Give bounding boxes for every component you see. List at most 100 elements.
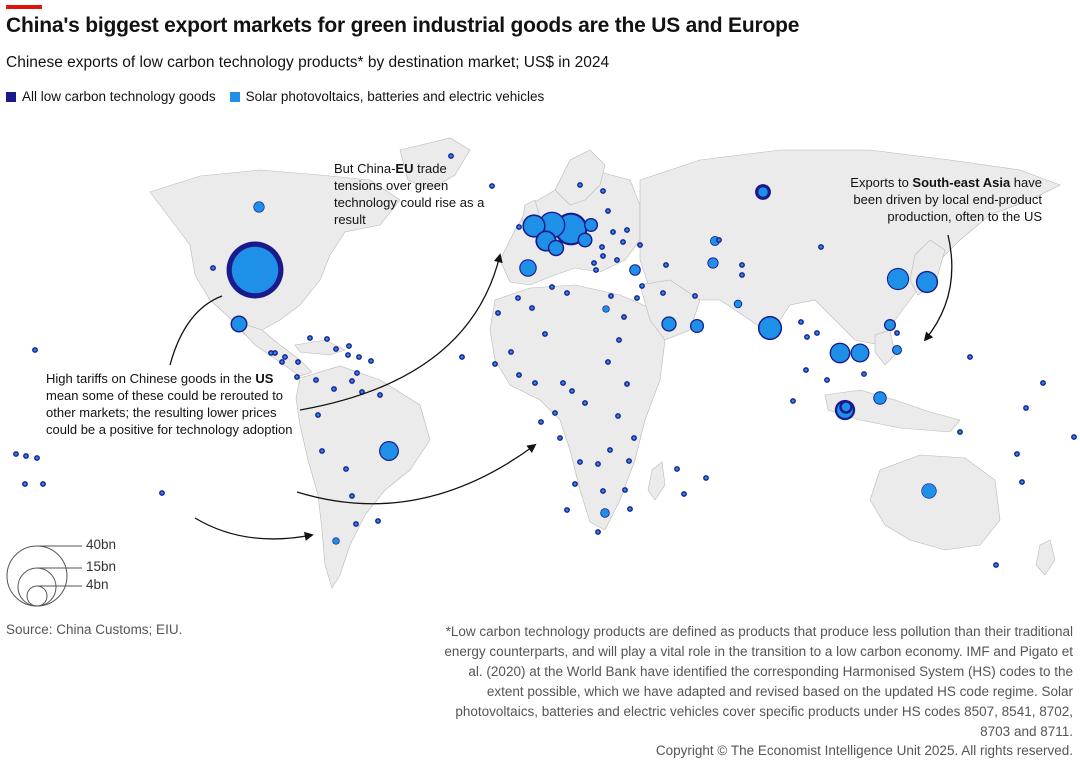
bubble-other-market [295, 359, 301, 365]
bubble-other-market [624, 381, 630, 387]
bubble-other-market [313, 377, 319, 383]
bubble-solar-ev-india [759, 317, 781, 339]
bubble-other-market [32, 347, 38, 353]
annotation-us-pre: High tariffs on Chinese goods in the [46, 371, 256, 386]
bubble-other-market [564, 507, 570, 513]
size-legend-label-40bn: 40bn [86, 537, 117, 552]
bubble-other-market [349, 493, 355, 499]
bubble-other-market [1014, 451, 1020, 457]
bubble-solar-ev-mexico [231, 316, 247, 332]
bubble-other-market [607, 447, 613, 453]
bubble-other-market [861, 371, 867, 377]
land-philippines [874, 329, 896, 366]
bubble-solar-ev-united-kingdom [523, 215, 545, 237]
bubble-other-market [23, 453, 29, 459]
bubble-solar-ev-poland [585, 219, 597, 231]
arrow-to-south-east-asia [923, 234, 953, 342]
bubble-other-market [13, 451, 19, 457]
land-scandinavia [554, 149, 606, 206]
land-madagascar [647, 461, 666, 501]
annotation-sea-bold: South-east Asia [912, 175, 1011, 190]
bubble-solar-ev-philippines [874, 392, 886, 404]
annotation-eu-post: trade tensions over green technology cou… [334, 161, 485, 227]
bubble-other-market [552, 410, 558, 416]
bubble-other-market [319, 448, 325, 454]
annotation-us-bold: US [255, 371, 274, 386]
bubble-other-market [354, 370, 360, 376]
size-legend-circle-15bn [17, 567, 57, 607]
bubble-solar-ev-canada [254, 202, 264, 212]
bubble-other-market [569, 388, 575, 394]
annotation-arrows [169, 234, 953, 541]
legend-label-all-goods: All low carbon technology goods [22, 89, 216, 104]
bubble-other-market [343, 466, 349, 472]
bubble-other-market [34, 455, 40, 461]
bubble-other-market [353, 521, 359, 527]
bubble-other-market [631, 435, 637, 441]
land-australia [869, 454, 1001, 551]
annotation-eu: But China-EU trade tensions over green t… [334, 160, 494, 228]
bubble-other-market [818, 244, 824, 250]
bubble-other-market [331, 386, 337, 392]
bubble-other-market [333, 346, 339, 352]
bubble-solar-ev-egypt [603, 306, 609, 312]
bubble-other-market [356, 354, 362, 360]
annotation-sea: Exports to South-east Asia have been dri… [834, 174, 1042, 225]
bubble-other-market [22, 481, 28, 487]
bubble-other-market [159, 490, 165, 496]
world-map [6, 137, 1077, 607]
bubble-other-market [639, 283, 645, 289]
bubble-solar-ev-united-states [231, 246, 279, 294]
bubble-other-market [804, 334, 810, 340]
bubble-other-market [560, 380, 566, 386]
bubble-other-market [624, 227, 630, 233]
bubble-other-market [627, 506, 633, 512]
bubble-solar-ev-south-korea [887, 268, 909, 290]
bubble-other-market [703, 475, 709, 481]
bubble-other-market [605, 359, 611, 365]
legend-swatch-all-goods [6, 91, 16, 102]
land-new-zealand [1035, 539, 1056, 576]
size-legend-label-4bn: 4bn [86, 577, 109, 592]
bubble-other-market [620, 239, 626, 245]
bubble-other-market [268, 350, 274, 356]
bubble-other-market [616, 337, 622, 343]
annotation-eu-pre: But China- [334, 161, 396, 176]
bubble-other-market [621, 314, 627, 320]
bubble-other-market [345, 352, 351, 358]
bubble-other-market [716, 237, 722, 243]
bubble-other-market [459, 354, 465, 360]
color-legend: All low carbon technology goods Solar ph… [6, 89, 558, 104]
bubble-other-market [1023, 405, 1029, 411]
land-central-america [231, 319, 313, 377]
bubble-solar-ev-chile [333, 538, 339, 544]
bubble-solar-ev-thailand [851, 344, 869, 362]
bubble-other-market [790, 398, 796, 404]
bubble-other-market [1071, 434, 1077, 440]
bubble-other-market [634, 295, 640, 301]
bubble-other-market [495, 310, 501, 316]
bubble-other-market [595, 461, 601, 467]
legend-item-all-goods: All low carbon technology goods [6, 89, 216, 104]
bubble-other-market [824, 377, 830, 383]
bubble-other-market [967, 354, 973, 360]
bubble-other-market [532, 380, 538, 386]
bubble-other-market [814, 330, 820, 336]
bubble-other-market [492, 361, 498, 367]
bubble-other-market [564, 290, 570, 296]
bubble-other-market [279, 359, 285, 365]
bubble-other-market [508, 349, 514, 355]
bubble-other-market [593, 267, 599, 273]
chart-subtitle: Chinese exports of low carbon technology… [6, 54, 610, 71]
bubble-solar-ev-malaysia [841, 402, 851, 412]
bubble-other-market [516, 372, 522, 378]
bubble-solar-ev-uzbekistan [734, 300, 742, 308]
market-bubbles [13, 153, 1077, 568]
bubble-solar-ev-hong-kong [893, 346, 901, 354]
bubble-solar-ev-vietnam [831, 344, 849, 362]
bubble-other-market [600, 488, 606, 494]
chart-title: China's biggest export markets for green… [6, 14, 800, 37]
bubble-other-market [282, 354, 288, 360]
bubble-solar-ev-south-africa [601, 509, 609, 517]
bubble-other-market [377, 392, 383, 398]
